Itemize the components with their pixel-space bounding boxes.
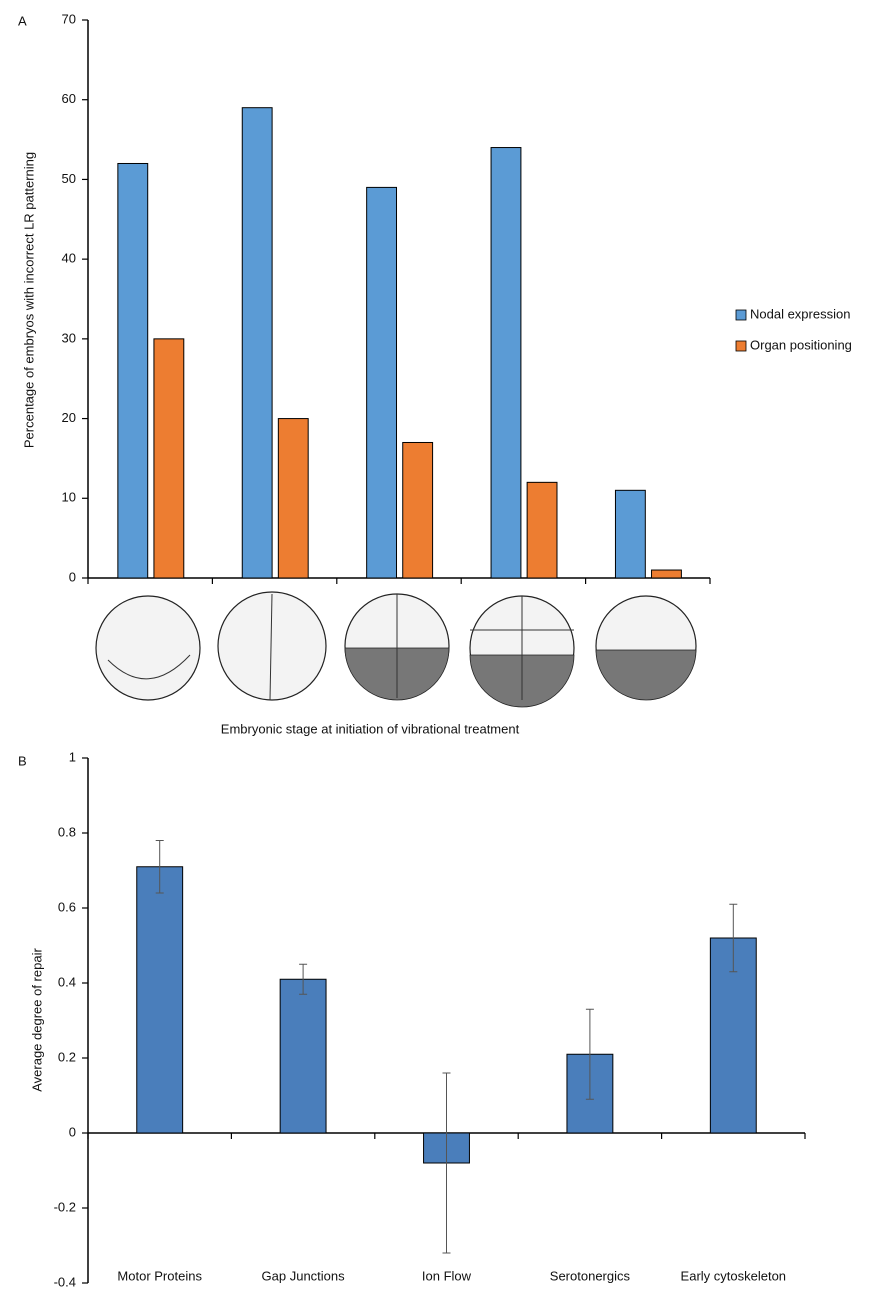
x-tick-label: Motor Proteins — [117, 1268, 202, 1283]
legend-label: Nodal expression — [750, 306, 850, 321]
bar — [402, 441, 434, 579]
embryo-4-lines — [470, 596, 574, 700]
y-tick-label: 70 — [62, 11, 76, 26]
embryo-2 — [217, 591, 327, 701]
error-bar — [155, 840, 164, 894]
y-tick-label: 0.2 — [58, 1049, 76, 1064]
y-tick-label: 0 — [69, 569, 76, 584]
panel-label: B — [18, 753, 27, 768]
legend-label: Organ positioning — [750, 337, 852, 352]
embryo-2-detail — [269, 593, 273, 701]
error-bar — [585, 1008, 594, 1100]
bar — [241, 107, 273, 579]
y-tick-label: 1 — [69, 749, 76, 764]
y-axis-label: Percentage of embryos with incorrect LR … — [21, 152, 36, 448]
bar — [490, 147, 522, 579]
embryo-drawings — [95, 591, 697, 708]
bar — [279, 978, 327, 1134]
bar — [136, 866, 184, 1134]
embryo-1 — [95, 595, 201, 701]
y-tick-label: 0.8 — [58, 824, 76, 839]
error-bar — [299, 963, 308, 995]
bar — [651, 569, 682, 579]
y-tick-label: -0.2 — [54, 1199, 76, 1214]
x-axis-label: Embryonic stage at initiation of vibrati… — [221, 721, 520, 736]
embryo-1-detail — [107, 654, 191, 680]
x-tick-label: Ion Flow — [422, 1268, 472, 1283]
y-tick-label: 60 — [62, 91, 76, 106]
y-tick-label: -0.4 — [54, 1274, 76, 1289]
y-tick-label: 50 — [62, 171, 76, 186]
y-axis-label: Average degree of repair — [29, 948, 44, 1092]
bar — [153, 338, 185, 579]
y-tick-label: 30 — [62, 330, 76, 345]
x-tick-label: Serotonergics — [550, 1268, 631, 1283]
y-tick-label: 10 — [62, 490, 76, 505]
legend-swatch — [735, 309, 747, 321]
y-tick-label: 0 — [69, 1124, 76, 1139]
legend-swatch — [735, 340, 747, 352]
x-tick-label: Early cytoskeleton — [681, 1268, 787, 1283]
bar — [277, 418, 309, 579]
embryo-5-detail — [595, 649, 697, 701]
error-bar — [729, 903, 738, 973]
error-bar — [442, 1072, 451, 1254]
bar — [526, 481, 558, 579]
panel-label: A — [18, 13, 27, 28]
bar — [366, 186, 398, 579]
y-tick-label: 20 — [62, 410, 76, 425]
x-tick-label: Gap Junctions — [262, 1268, 346, 1283]
bar — [117, 162, 149, 579]
y-tick-label: 0.6 — [58, 899, 76, 914]
y-tick-label: 0.4 — [58, 974, 76, 989]
bar — [614, 489, 646, 579]
y-tick-label: 40 — [62, 251, 76, 266]
